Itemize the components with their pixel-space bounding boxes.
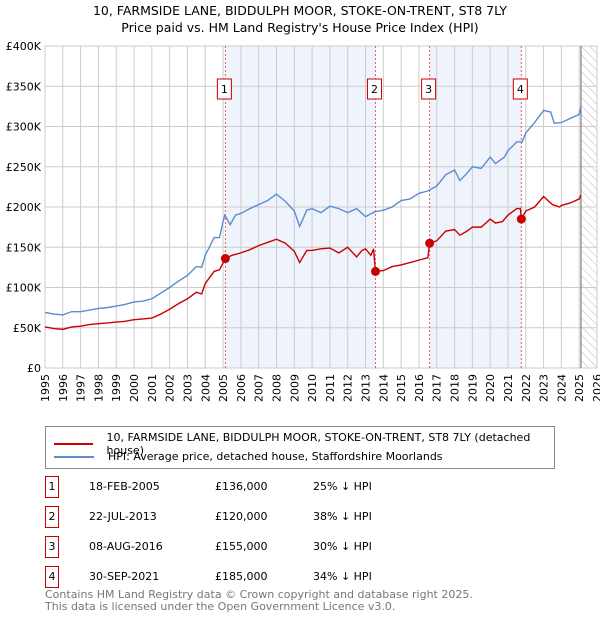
x-tick-label: 1995: [39, 374, 52, 402]
x-tick-label: 2010: [306, 374, 319, 402]
sale-price: £185,000: [215, 570, 268, 583]
sale-label-box: [512, 78, 528, 100]
x-tick-label: 2007: [253, 374, 266, 402]
legend-label-hpi: HPI: Average price, detached house, Staf…: [108, 450, 443, 463]
x-tick-label: 2025: [573, 374, 586, 402]
x-tick-label: 2005: [217, 374, 230, 402]
y-tick-label: £300K: [6, 121, 42, 134]
sale-label: 4: [517, 83, 524, 96]
y-tick-label: £0: [27, 362, 41, 375]
sale-number: 2: [45, 506, 59, 528]
x-tick-label: 1999: [110, 374, 123, 402]
x-tick-label: 1998: [92, 374, 105, 402]
sale-label: 2: [371, 83, 378, 96]
x-tick-label: 2019: [466, 374, 479, 402]
x-tick-label: 1996: [57, 374, 70, 402]
sale-date: 18-FEB-2005: [89, 480, 160, 493]
sale-label-box: [421, 78, 437, 100]
y-tick-label: £100K: [6, 282, 42, 295]
y-tick-label: £350K: [6, 80, 42, 93]
x-tick-label: 2000: [128, 374, 141, 402]
chart-title: 10, FARMSIDE LANE, BIDDULPH MOOR, STOKE-…: [92, 3, 508, 18]
sale-hpi-diff: 25% ↓ HPI: [313, 480, 372, 493]
sale-point: [220, 254, 230, 264]
legend: 10, FARMSIDE LANE, BIDDULPH MOOR, STOKE-…: [45, 426, 555, 469]
y-tick-label: £250K: [6, 161, 42, 174]
x-tick-label: 2024: [555, 374, 568, 402]
sale-number: 4: [45, 566, 59, 588]
x-tick-label: 2006: [235, 374, 248, 402]
x-tick-label: 1997: [75, 374, 88, 402]
sale-price: £120,000: [215, 510, 268, 523]
x-tick-label: 2014: [377, 374, 390, 402]
x-tick-label: 2018: [449, 374, 462, 402]
sale-label-box: [216, 78, 232, 100]
sale-row: 3 08-AUG-2016 £155,000 30% ↓ HPI: [45, 536, 445, 558]
y-tick-label: £200K: [6, 201, 42, 214]
x-tick-label: 2020: [484, 374, 497, 402]
x-tick-label: 2011: [324, 374, 337, 402]
sale-price: £155,000: [215, 540, 268, 553]
plot-frame: [44, 45, 598, 369]
x-tick-label: 2022: [520, 374, 533, 402]
x-tick-label: 2015: [395, 374, 408, 402]
legend-swatch-hpi: [54, 455, 94, 458]
x-tick-label: 2012: [342, 374, 355, 402]
x-tick-label: 2003: [181, 374, 194, 402]
footer-line-1: Contains HM Land Registry data © Crown c…: [45, 588, 473, 601]
y-tick-label: £150K: [6, 241, 42, 254]
footer: Contains HM Land Registry data © Crown c…: [45, 589, 473, 613]
x-tick-label: 2001: [146, 374, 159, 402]
x-tick-label: 2017: [431, 374, 444, 402]
chart-subtitle: Price paid vs. HM Land Registry's House …: [121, 20, 479, 35]
x-tick-label: 2002: [164, 374, 177, 402]
legend-swatch-property: [54, 443, 93, 445]
sale-number: 1: [45, 476, 59, 498]
sale-row: 1 18-FEB-2005 £136,000 25% ↓ HPI: [45, 476, 445, 498]
x-tick-label: 2008: [270, 374, 283, 402]
x-tick-label: 2016: [413, 374, 426, 402]
sale-hpi-diff: 38% ↓ HPI: [313, 510, 372, 523]
y-tick-label: £400K: [6, 40, 42, 53]
sale-row: 2 22-JUL-2013 £120,000 38% ↓ HPI: [45, 506, 445, 528]
sale-label-box: [366, 78, 382, 100]
sale-point: [425, 238, 435, 248]
sale-hpi-diff: 30% ↓ HPI: [313, 540, 372, 553]
x-tick-label: 2013: [360, 374, 373, 402]
property-price-line: [44, 194, 582, 331]
sale-point: [516, 214, 526, 224]
footer-line-2: This data is licensed under the Open Gov…: [45, 600, 396, 613]
x-tick-label: 2023: [538, 374, 551, 402]
x-tick-label: 2009: [288, 374, 301, 402]
sale-hpi-diff: 34% ↓ HPI: [313, 570, 372, 583]
x-tick-label: 2021: [502, 374, 515, 402]
sale-number: 3: [45, 536, 59, 558]
sale-label: 3: [425, 83, 432, 96]
sale-date: 22-JUL-2013: [89, 510, 157, 523]
sale-point: [370, 266, 380, 276]
sale-row: 4 30-SEP-2021 £185,000 34% ↓ HPI: [45, 566, 445, 588]
y-tick-label: £50K: [13, 322, 42, 335]
hpi-line: [44, 106, 582, 316]
x-tick-label: 2026: [591, 374, 600, 402]
legend-label-property: 10, FARMSIDE LANE, BIDDULPH MOOR, STOKE-…: [106, 431, 531, 457]
sale-label: 1: [221, 83, 228, 96]
sale-date: 08-AUG-2016: [89, 540, 163, 553]
sale-price: £136,000: [215, 480, 268, 493]
sale-date: 30-SEP-2021: [89, 570, 160, 583]
price-chart: 1995 1996 1997 1998 1999 2000 2001 2002 2003 2004…: [6, 40, 600, 402]
x-tick-label: 2004: [199, 374, 212, 402]
